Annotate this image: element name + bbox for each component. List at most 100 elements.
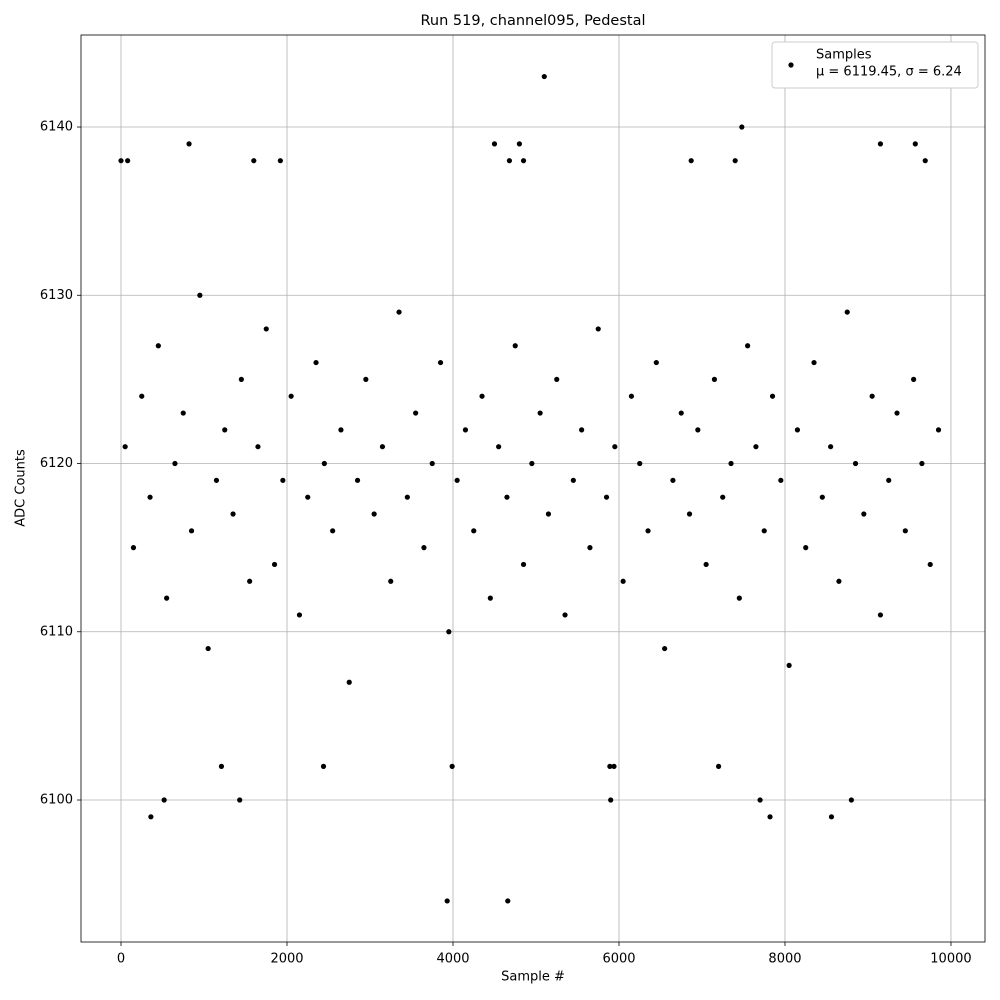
y-tick-label: 6140	[40, 120, 73, 135]
data-point	[732, 158, 738, 164]
data-point	[911, 376, 917, 382]
data-point	[421, 545, 427, 551]
data-point	[537, 410, 543, 416]
data-point	[280, 477, 286, 483]
data-point	[902, 528, 908, 534]
data-point	[608, 797, 614, 803]
data-point	[321, 460, 327, 467]
data-point	[139, 393, 145, 399]
data-point	[607, 763, 613, 769]
data-point	[836, 578, 842, 584]
data-point	[620, 578, 626, 584]
data-point	[579, 427, 585, 433]
data-point	[529, 460, 535, 467]
legend-box	[771, 41, 979, 89]
data-point	[587, 545, 593, 551]
data-point	[213, 477, 220, 483]
data-point	[686, 511, 693, 517]
data-point	[172, 460, 178, 467]
data-point	[757, 797, 763, 803]
data-point	[251, 158, 257, 164]
legend-label: Samples	[816, 48, 872, 63]
data-point	[678, 410, 684, 416]
data-point	[736, 595, 742, 601]
data-point	[230, 511, 236, 517]
data-point	[728, 460, 734, 467]
data-point	[653, 359, 659, 366]
data-point	[446, 629, 452, 635]
y-tick-label: 6110	[40, 624, 73, 639]
data-point	[130, 545, 137, 551]
data-point	[628, 393, 635, 399]
data-point	[118, 158, 124, 164]
legend-marker	[788, 62, 794, 68]
data-point	[125, 158, 131, 164]
data-point	[695, 427, 701, 433]
data-point	[512, 343, 518, 349]
x-tick-label: 8000	[768, 952, 801, 967]
plot-frame	[80, 34, 986, 943]
data-point	[147, 494, 153, 500]
data-point	[444, 898, 450, 904]
data-point	[595, 326, 601, 332]
chart-title: Run 519, channel095, Pedestal	[420, 13, 645, 29]
data-point	[413, 410, 419, 416]
data-point	[611, 763, 617, 769]
data-point	[506, 158, 513, 164]
data-point	[371, 511, 377, 517]
data-point	[670, 477, 676, 483]
data-point	[778, 477, 784, 483]
data-point	[354, 477, 361, 483]
x-tick-label: 4000	[436, 952, 469, 967]
data-point	[739, 124, 745, 130]
data-point	[471, 528, 477, 534]
data-point	[852, 460, 859, 467]
data-point	[505, 898, 511, 904]
data-point	[164, 595, 170, 601]
data-point	[637, 460, 643, 467]
data-point	[186, 141, 192, 147]
data-point	[238, 376, 244, 382]
data-point	[894, 410, 900, 416]
data-point	[720, 494, 726, 500]
y-tick-label: 6100	[40, 793, 73, 808]
data-point	[545, 511, 552, 517]
data-point	[745, 343, 751, 349]
data-point	[541, 73, 547, 80]
x-tick-label: 2000	[270, 952, 303, 967]
data-point	[520, 561, 527, 568]
data-point	[612, 444, 618, 450]
data-point	[277, 158, 283, 164]
data-point	[296, 612, 303, 618]
data-point	[869, 393, 875, 399]
data-point	[288, 393, 294, 399]
data-point	[363, 376, 369, 382]
data-point	[819, 494, 825, 500]
x-axis-label: Sample #	[501, 970, 565, 985]
data-point	[305, 494, 311, 500]
data-point	[330, 528, 336, 534]
data-point	[320, 763, 327, 769]
data-point	[197, 292, 203, 298]
data-point	[711, 376, 718, 382]
data-point	[554, 376, 560, 382]
data-point	[222, 427, 228, 433]
data-point	[767, 814, 773, 820]
data-point	[487, 595, 493, 601]
data-point	[479, 393, 485, 399]
y-tick-label: 6120	[40, 456, 73, 471]
data-point	[161, 797, 167, 803]
data-point	[155, 343, 161, 349]
data-point	[180, 410, 186, 416]
data-point	[122, 444, 128, 450]
y-tick-label: 6130	[40, 288, 73, 303]
data-point	[271, 561, 278, 568]
data-point	[769, 393, 776, 399]
data-point	[861, 511, 867, 517]
data-point	[828, 814, 835, 820]
x-tick-label: 0	[117, 952, 125, 967]
data-point	[404, 494, 410, 500]
data-point	[811, 359, 817, 366]
legend-note: μ = 6119.45, σ = 6.24	[816, 65, 962, 80]
data-point	[237, 797, 243, 803]
